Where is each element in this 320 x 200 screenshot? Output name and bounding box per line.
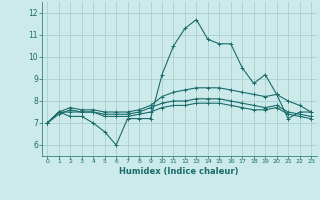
X-axis label: Humidex (Indice chaleur): Humidex (Indice chaleur) [119, 167, 239, 176]
